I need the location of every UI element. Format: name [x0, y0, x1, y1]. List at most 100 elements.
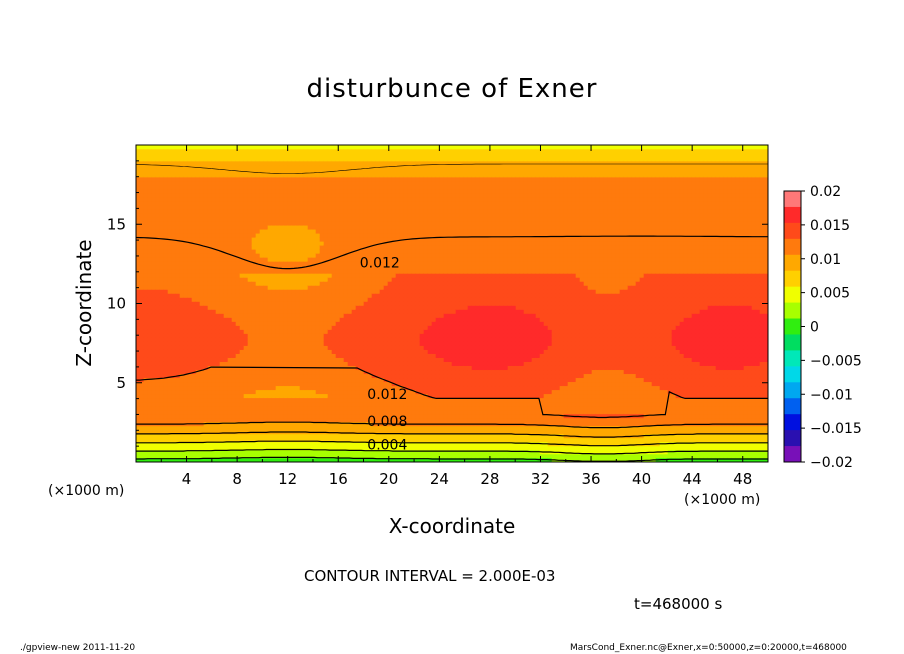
contour-cell — [371, 409, 377, 415]
contour-cell — [371, 236, 377, 242]
contour-cell — [355, 457, 361, 462]
contour-cell — [375, 204, 381, 210]
contour-cell — [139, 289, 145, 294]
contour-cell — [307, 437, 313, 443]
contour-cell — [195, 445, 201, 451]
contour-cell — [287, 397, 293, 403]
contour-cell — [199, 172, 205, 178]
contour-cell — [299, 317, 305, 322]
contour-cell — [195, 289, 201, 294]
contour-cell — [219, 152, 225, 158]
contour-cell — [143, 232, 149, 238]
contour-cell — [351, 208, 357, 214]
contour-cell — [167, 405, 173, 411]
contour-cell — [199, 449, 205, 455]
contour-cell — [223, 449, 229, 455]
contour-cell — [383, 325, 389, 330]
contour-cell — [375, 293, 381, 298]
contour-cell — [227, 168, 233, 174]
contour-cell — [243, 269, 249, 274]
contour-cell — [179, 365, 185, 371]
contour-cell — [235, 145, 241, 150]
contour-cell — [219, 353, 225, 358]
contour-cell — [331, 361, 337, 366]
contour-cell — [139, 369, 145, 375]
contour-cell — [199, 305, 205, 310]
contour-cell — [147, 433, 153, 439]
contour-cell — [323, 245, 329, 250]
contour-cell — [175, 365, 181, 371]
contour-cell — [143, 212, 149, 218]
contour-cell — [303, 457, 309, 462]
contour-cell — [303, 192, 309, 198]
contour-cell — [307, 337, 313, 342]
contour-cell — [215, 297, 221, 302]
contour-cell — [351, 180, 357, 186]
contour-cell — [347, 216, 353, 222]
contour-cell — [239, 377, 245, 383]
contour-cell — [195, 377, 201, 383]
contour-cell — [191, 281, 197, 286]
contour-cell — [283, 224, 289, 230]
contour-cell — [371, 253, 377, 258]
contour-cell — [283, 285, 289, 290]
contour-cell — [195, 145, 201, 150]
contour-cell — [283, 421, 289, 427]
contour-cell — [315, 309, 321, 314]
contour-cell — [275, 168, 281, 174]
contour-cell — [263, 309, 269, 314]
contour-cell — [331, 437, 337, 443]
contour-cell — [387, 417, 393, 423]
contour-cell — [323, 241, 329, 246]
contour-cell — [227, 409, 233, 415]
contour-cell — [215, 188, 221, 194]
contour-cell — [243, 325, 249, 330]
contour-cell — [143, 228, 149, 234]
contour-cell — [335, 204, 341, 210]
contour-cell — [183, 321, 189, 326]
contour-cell — [223, 281, 229, 286]
contour-cell — [215, 437, 221, 443]
contour-cell — [195, 401, 201, 407]
contour-cell — [211, 317, 217, 322]
contour-cell — [279, 353, 285, 358]
contour-cell — [339, 353, 345, 358]
contour-cell — [207, 429, 213, 435]
contour-cell — [275, 453, 281, 459]
contour-cell — [331, 305, 337, 310]
contour-cell — [303, 337, 309, 342]
contour-cell — [151, 176, 157, 182]
contour-cell — [183, 425, 189, 431]
contour-cell — [251, 289, 257, 294]
contour-cell — [251, 253, 257, 258]
contour-cell — [315, 257, 321, 262]
contour-cell — [171, 297, 177, 302]
contour-cell — [231, 148, 237, 154]
contour-cell — [171, 301, 177, 306]
contour-cell — [359, 349, 365, 354]
contour-cell — [199, 156, 205, 162]
contour-cell — [195, 257, 201, 262]
contour-cell — [383, 425, 389, 431]
contour-cell — [295, 172, 301, 178]
contour-cell — [371, 168, 377, 174]
contour-cell — [343, 145, 349, 150]
contour-cell — [279, 232, 285, 238]
contour-cell — [291, 164, 297, 170]
contour-cell — [291, 373, 297, 379]
contour-cell — [331, 401, 337, 407]
contour-cell — [239, 148, 245, 154]
contour-cell — [351, 297, 357, 302]
contour-cell — [247, 236, 253, 242]
contour-cell — [335, 200, 341, 206]
contour-cell — [327, 421, 333, 427]
contour-cell — [307, 273, 313, 278]
contour-cell — [271, 421, 277, 427]
contour-cell — [343, 188, 349, 194]
contour-cell — [307, 188, 313, 194]
contour-cell — [136, 441, 141, 447]
contour-cell — [299, 224, 305, 230]
contour-cell — [136, 405, 141, 411]
contour-cell — [335, 253, 341, 258]
contour-cell — [211, 413, 217, 419]
